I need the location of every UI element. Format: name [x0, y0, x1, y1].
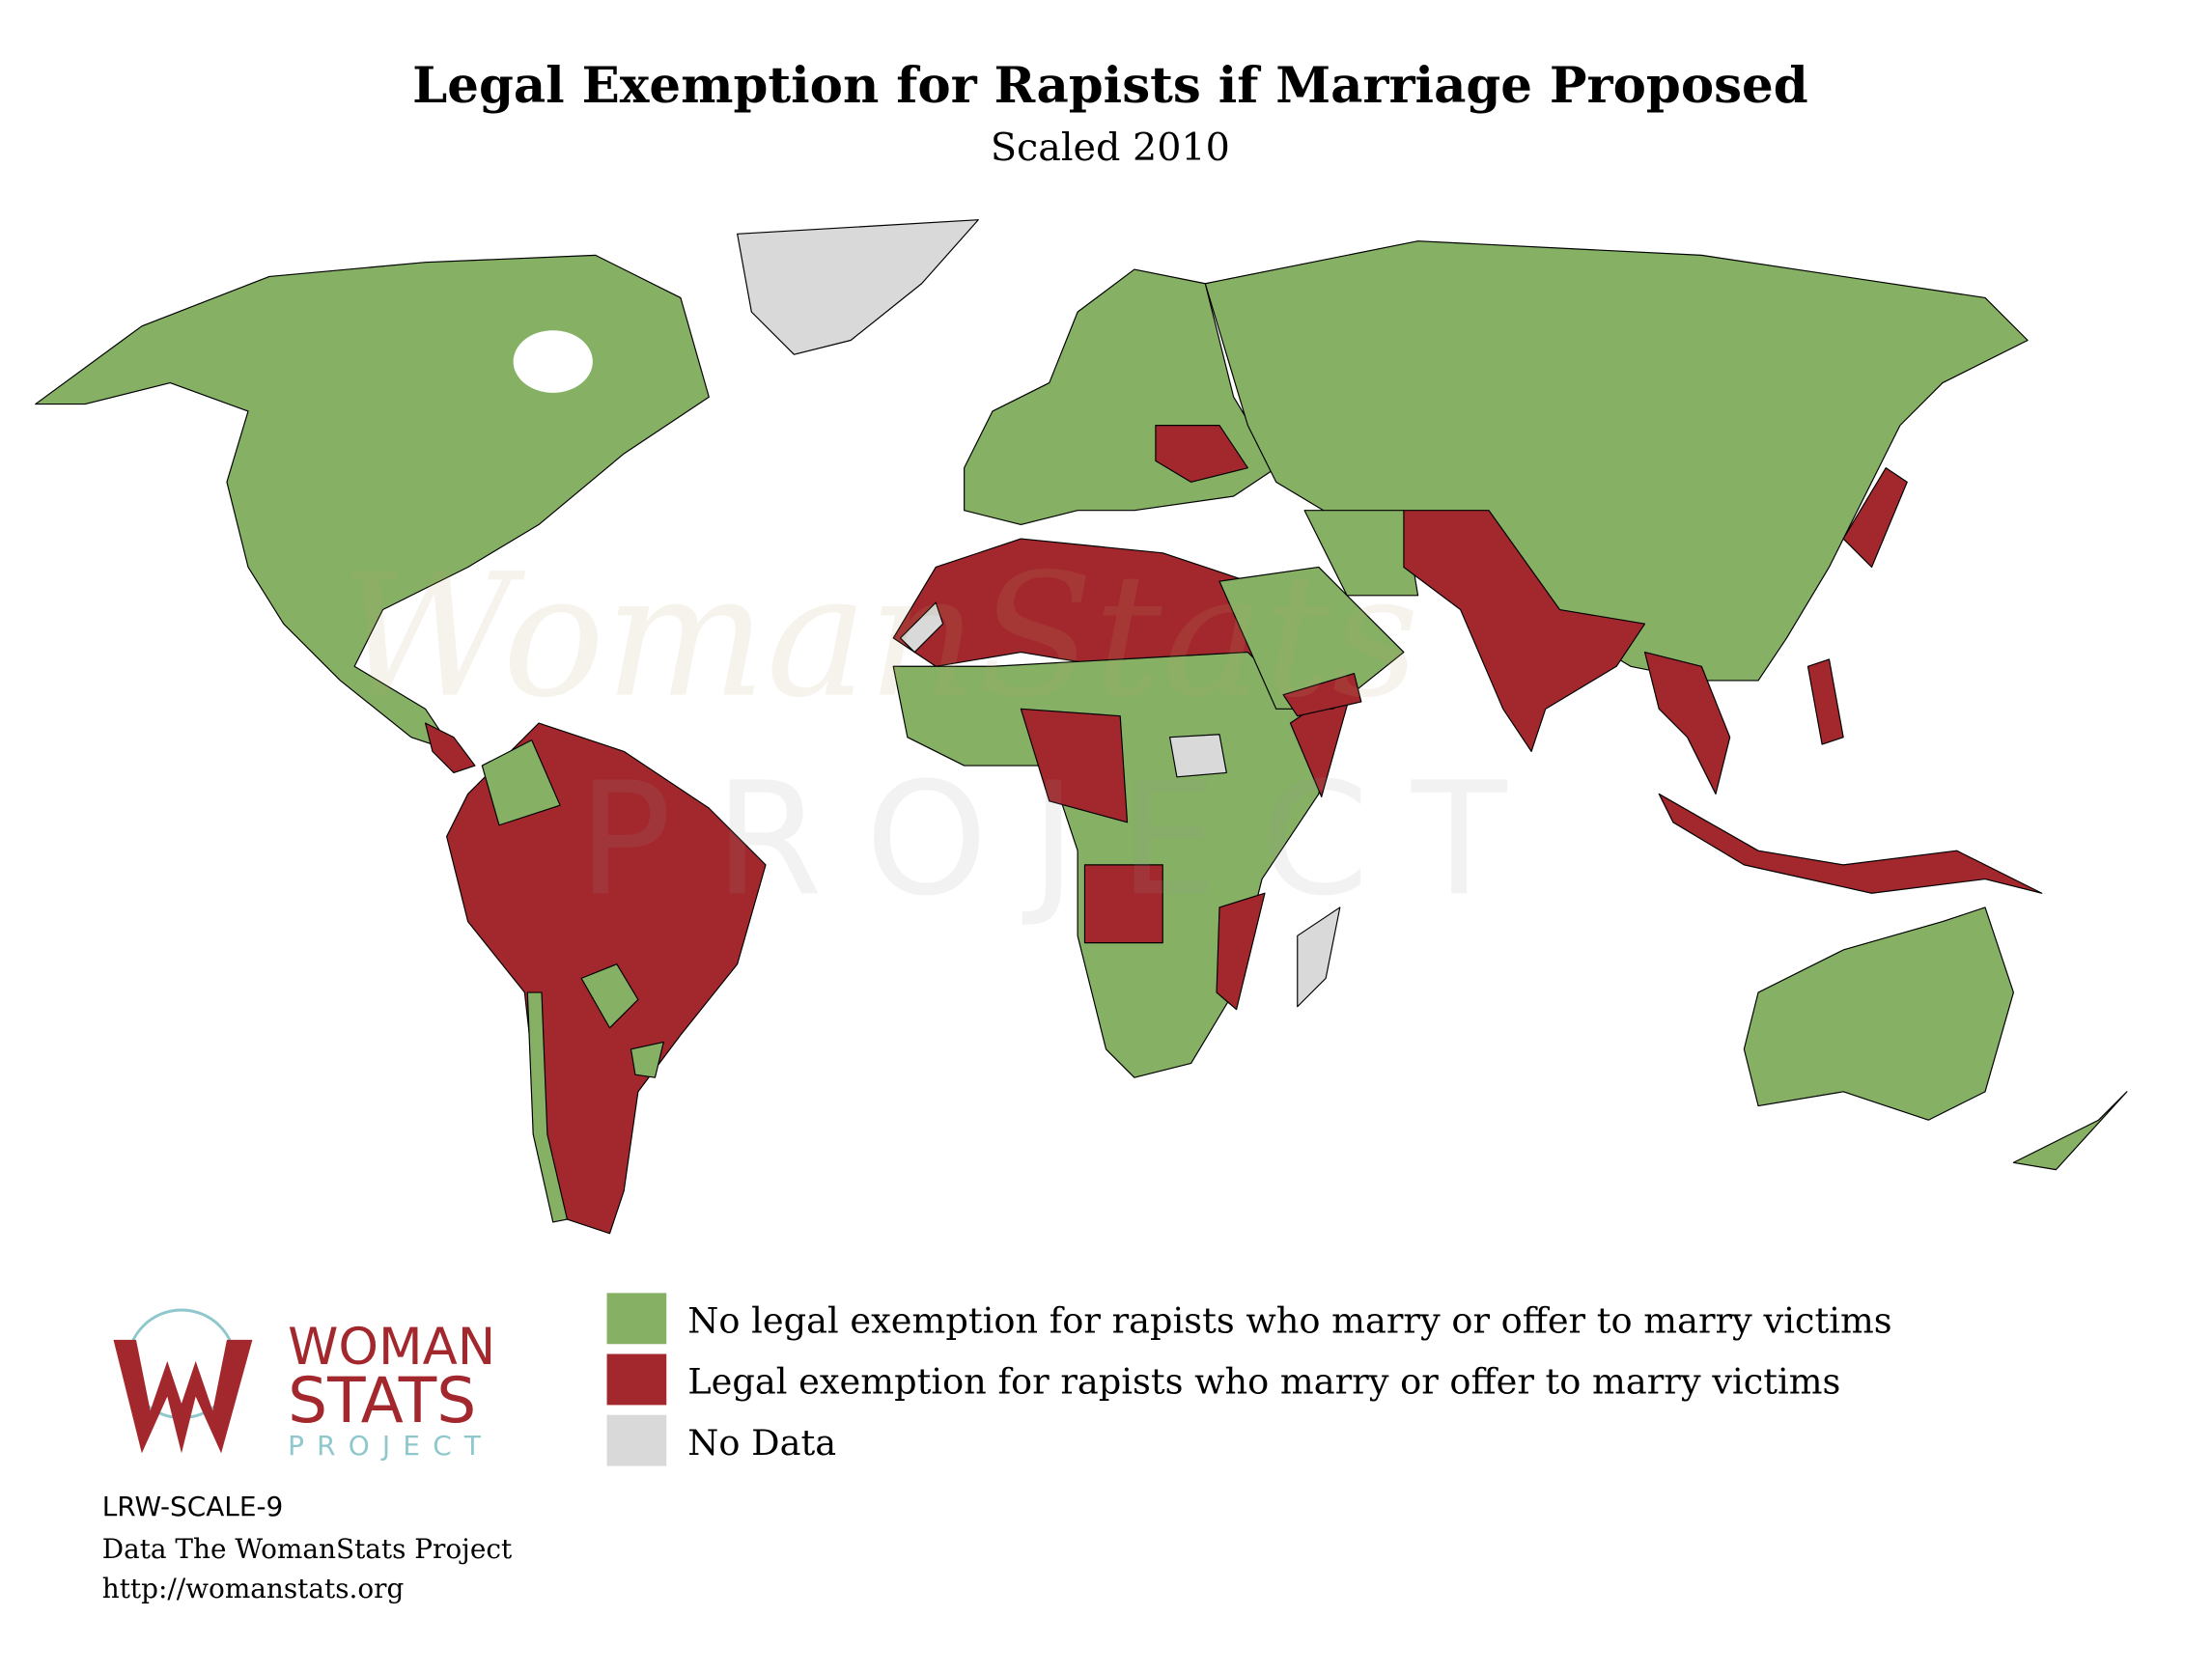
ukraine — [1155, 425, 1248, 483]
western-sahara — [899, 601, 944, 654]
logo-text: PROJECT — [288, 1430, 493, 1462]
mozambique — [1216, 892, 1266, 1011]
footer-url: http://womanstats.org — [102, 1573, 405, 1604]
japan — [1842, 467, 1908, 569]
footer-source: Data The WomanStats Project — [102, 1533, 512, 1565]
title: Legal Exemption for Rapists if Marriage … — [412, 57, 1808, 115]
arabia — [1218, 566, 1405, 710]
legend-swatch — [606, 1353, 667, 1406]
logo-text: WOMAN — [288, 1318, 495, 1377]
hudson-bay — [513, 330, 593, 393]
logo: WOMAN STATS PROJECT — [113, 1308, 495, 1462]
legend: No legal exemption for rapists who marry… — [606, 1293, 1892, 1466]
philippines — [1806, 658, 1844, 745]
subtitle: Scaled 2010 — [991, 125, 1230, 170]
logo-mark — [113, 1339, 253, 1454]
logo-text: STATS — [288, 1365, 476, 1437]
watermark-text: WomanStats — [339, 537, 1419, 736]
greenland — [737, 219, 979, 355]
paraguay — [580, 963, 639, 1029]
angola — [1083, 864, 1163, 944]
legend-label: No legal exemption for rapists who marry… — [687, 1300, 1891, 1342]
chile — [526, 991, 569, 1223]
legend-label: Legal exemption for rapists who marry or… — [687, 1361, 1840, 1403]
south-asia — [1403, 510, 1646, 752]
uruguay — [630, 1041, 664, 1078]
australia — [1743, 906, 2014, 1121]
southeast-asia — [1643, 651, 1731, 795]
watermark: WomanStats PROJECT — [339, 537, 1549, 932]
indonesia — [1658, 793, 2043, 894]
iran — [1303, 510, 1419, 597]
central-africa — [1020, 708, 1129, 823]
legend-label: No Data — [687, 1422, 836, 1464]
footer-code: LRW-SCALE-9 — [102, 1491, 284, 1522]
watermark-text: PROJECT — [577, 749, 1549, 931]
legend-swatch — [606, 1414, 667, 1466]
madagascar — [1297, 906, 1341, 1008]
legend-swatch — [606, 1293, 667, 1345]
colombia — [481, 739, 561, 826]
south-sudan — [1168, 734, 1227, 778]
new-zealand — [2012, 1091, 2128, 1171]
world-map — [35, 219, 2128, 1235]
central-america — [424, 722, 476, 774]
yemen — [1282, 673, 1362, 717]
